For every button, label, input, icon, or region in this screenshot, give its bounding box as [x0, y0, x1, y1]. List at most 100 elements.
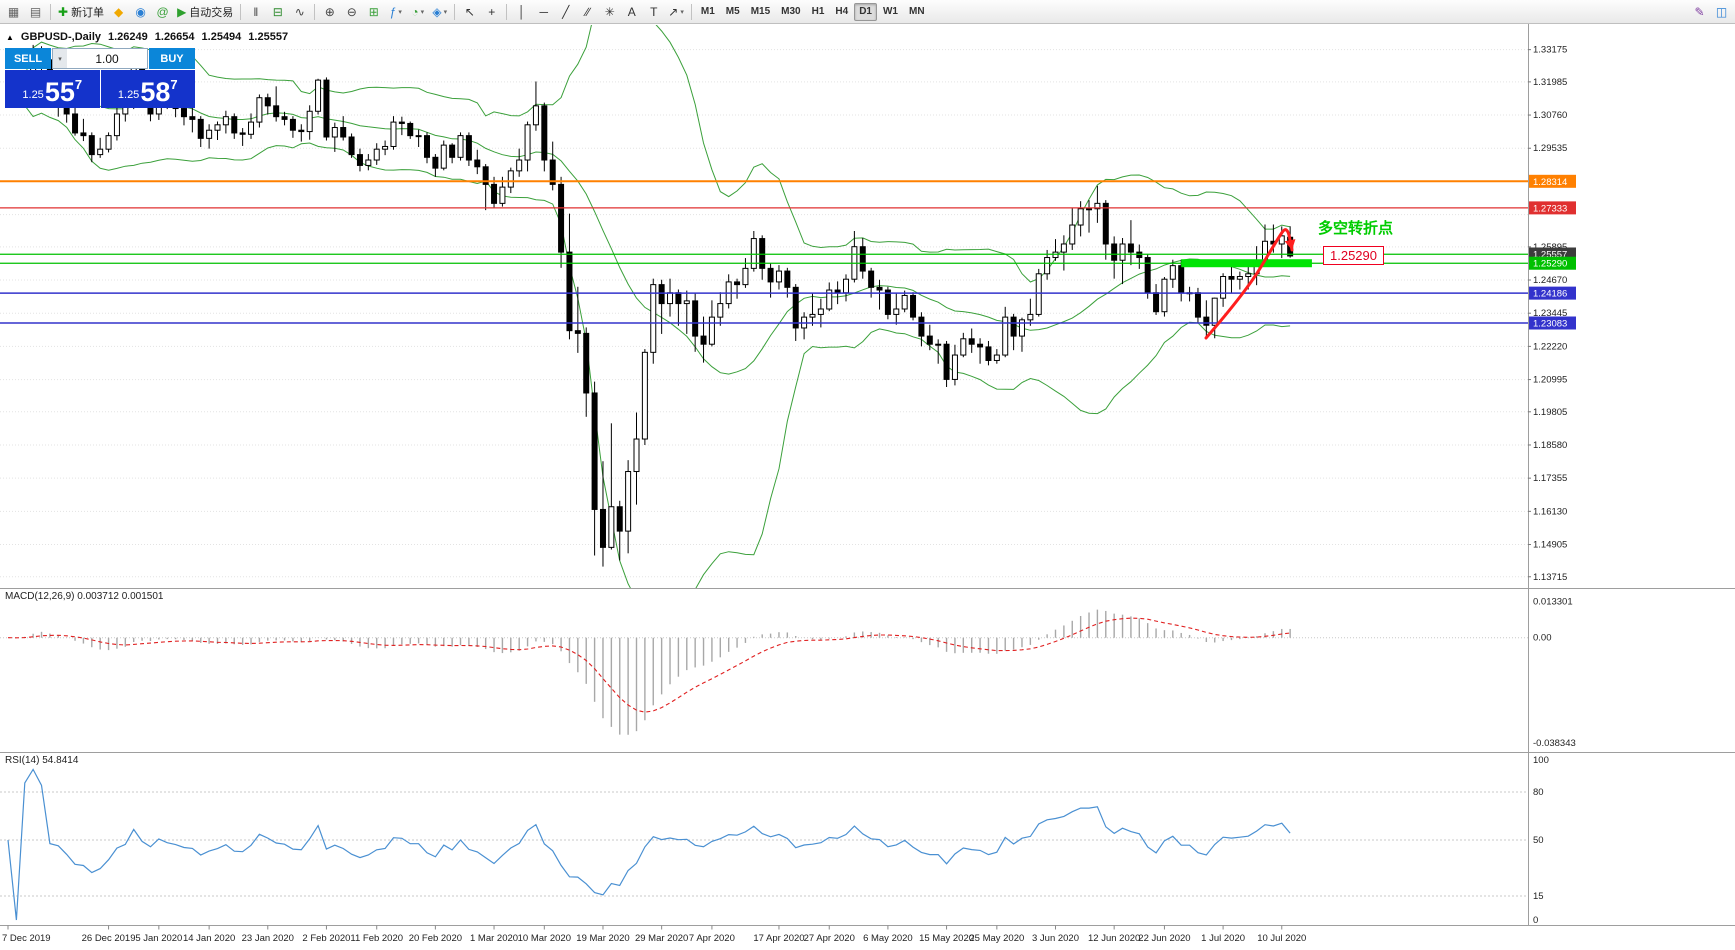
svg-text:1.17355: 1.17355 — [1533, 473, 1567, 484]
candlestick-chart-icon: ⊟ — [272, 4, 283, 19]
text-button[interactable]: A — [621, 2, 642, 22]
buy-button[interactable]: BUY — [149, 48, 195, 69]
svg-text:15: 15 — [1533, 891, 1544, 902]
bar-chart-icon: ‖ — [253, 4, 259, 19]
text-label-button[interactable]: T — [643, 2, 664, 22]
periods-icon: ◔ — [411, 4, 419, 19]
svg-text:17 Apr 2020: 17 Apr 2020 — [753, 933, 804, 944]
svg-text:19 Mar 2020: 19 Mar 2020 — [576, 933, 629, 944]
text-label-icon: T — [650, 4, 658, 19]
svg-text:1.14905: 1.14905 — [1533, 540, 1567, 551]
sell-price-big: 55 — [44, 77, 75, 107]
vertical-line-icon: │ — [518, 4, 526, 19]
chart-title: ▲ GBPUSD-,Daily 1.26249 1.26654 1.25494 … — [6, 31, 288, 43]
timeframe-d1-button[interactable]: D1 — [854, 2, 877, 21]
draw-button[interactable]: ✎ — [1689, 2, 1710, 22]
tile-windows-icon: ⊞ — [368, 4, 379, 19]
autotrading-button[interactable]: ▶ 自动交易 — [174, 2, 236, 22]
periods-button[interactable]: ◔ ▾ — [407, 2, 428, 22]
timeframe-m1-button[interactable]: M1 — [696, 3, 720, 21]
snapshot-icon: ◫ — [1715, 4, 1728, 19]
svg-text:0.013301: 0.013301 — [1533, 596, 1573, 607]
svg-text:3 Jun 2020: 3 Jun 2020 — [1032, 933, 1079, 944]
panel-separators[interactable] — [0, 588, 1735, 926]
fibonacci-button[interactable]: ✳ — [599, 2, 620, 22]
trendline-button[interactable]: ╱ — [555, 2, 576, 22]
arrows-button[interactable]: ↗ ▾ — [665, 2, 687, 22]
new-order-button[interactable]: ✚ 新订单 — [55, 2, 107, 22]
svg-text:0: 0 — [1533, 915, 1538, 926]
timeframe-m5-button[interactable]: M5 — [721, 3, 745, 21]
svg-text:1.20995: 1.20995 — [1533, 375, 1567, 386]
toolbar-separator — [314, 3, 316, 20]
timeframe-w1-button[interactable]: W1 — [878, 3, 903, 21]
rsi-indicator-label: RSI(14) 54.8414 — [5, 755, 79, 766]
svg-text:-0.038343: -0.038343 — [1533, 738, 1576, 749]
price-callout-label[interactable]: 1.25290 — [1323, 246, 1384, 265]
svg-text:1.30760: 1.30760 — [1533, 110, 1567, 121]
chevron-down-icon: ▾ — [398, 8, 402, 16]
svg-text:1.27333: 1.27333 — [1533, 203, 1567, 214]
zoom-out-button[interactable]: ⊖ — [341, 2, 362, 22]
vertical-line-button[interactable]: │ — [511, 2, 532, 22]
toolbar: ▦ ▤ ✚ 新订单 ◆ ◉ @ ▶ 自动交易 ‖ ⊟ ∿ ⊕ ⊖ ⊞ ƒ ▾ ◔ ▾ ◈ ▾ ↖ + │ ─ ╱ ∕∕ ✳ A T ↗ ▾ M1… — [0, 0, 1735, 24]
virtual-hosting-button[interactable]: ◉ — [130, 2, 151, 22]
svg-text:1.22220: 1.22220 — [1533, 341, 1567, 352]
indicators-button[interactable]: ƒ ▾ — [385, 2, 406, 22]
mql5-community-button[interactable]: ◆ — [108, 2, 129, 22]
svg-text:2 Feb 2020: 2 Feb 2020 — [302, 933, 350, 944]
buy-price[interactable]: 1.25 58 7 — [100, 70, 195, 108]
snapshot-button[interactable]: ◫ — [1711, 2, 1732, 22]
svg-text:27 Apr 2020: 27 Apr 2020 — [804, 933, 855, 944]
trend-arrow[interactable] — [1204, 228, 1296, 340]
sell-button[interactable]: SELL — [5, 48, 51, 69]
time-axis[interactable]: 7 Dec 2019 26 Dec 2019 5 Jan 2020 14 Jan 20… — [2, 925, 1306, 945]
bar-chart-button[interactable]: ‖ — [245, 2, 266, 22]
candlestick-chart-button[interactable]: ⊟ — [267, 2, 288, 22]
tile-windows-button[interactable]: ⊞ — [363, 2, 384, 22]
templates-button[interactable]: ◈ ▾ — [429, 2, 450, 22]
volume-input[interactable] — [67, 49, 147, 68]
svg-text:7 Apr 2020: 7 Apr 2020 — [689, 933, 735, 944]
svg-text:14 Jan 2020: 14 Jan 2020 — [183, 933, 235, 944]
macd-indicator-label: MACD(12,26,9) 0.003712 0.001501 — [5, 591, 164, 602]
line-chart-button[interactable]: ∿ — [289, 2, 310, 22]
zoom-in-button[interactable]: ⊕ — [319, 2, 340, 22]
market-news-button[interactable]: @ — [152, 2, 173, 22]
timeframe-h4-button[interactable]: H4 — [830, 3, 853, 21]
timeframe-m15-button[interactable]: M15 — [746, 3, 775, 21]
support-zone-rectangle[interactable] — [1181, 259, 1312, 268]
one-click-toggle-icon[interactable]: ▲ — [6, 32, 14, 42]
buy-price-sup: 7 — [170, 77, 178, 92]
horizontal-line-button[interactable]: ─ — [533, 2, 554, 22]
sell-price-sup: 7 — [74, 77, 83, 92]
macd-panel — [0, 609, 1528, 735]
fibonacci-icon: ✳ — [604, 4, 615, 19]
equidistant-channel-button[interactable]: ∕∕ — [577, 2, 598, 22]
price-axis[interactable]: 1.33175 1.31985 1.30760 1.29535 1.25895 1.246… — [1528, 24, 1576, 926]
toolbar-separator — [454, 3, 456, 20]
svg-text:22 Jun 2020: 22 Jun 2020 — [1138, 933, 1190, 944]
svg-text:1.19805: 1.19805 — [1533, 407, 1567, 418]
text-icon: A — [627, 4, 636, 19]
svg-text:1.25895: 1.25895 — [1533, 242, 1567, 253]
sell-price[interactable]: 1.25 55 7 — [5, 70, 100, 108]
volume-box: ▾ — [52, 48, 148, 69]
crosshair-icon: + — [488, 4, 496, 19]
crosshair-button[interactable]: + — [481, 2, 502, 22]
new-chart-button[interactable]: ▦ — [3, 2, 24, 22]
cursor-button[interactable]: ↖ — [459, 2, 480, 22]
svg-text:1.31985: 1.31985 — [1533, 77, 1567, 88]
sell-price-prefix: 1.25 — [22, 89, 44, 101]
volume-dropdown-button[interactable]: ▾ — [53, 49, 67, 68]
horizontal-lines[interactable] — [0, 180, 1528, 324]
timeframe-m30-button[interactable]: M30 — [776, 3, 805, 21]
timeframe-h1-button[interactable]: H1 — [807, 3, 830, 21]
timeframe-mn-button[interactable]: MN — [904, 3, 930, 21]
turning-point-annotation[interactable]: 多空转折点 — [1318, 220, 1394, 237]
new-order-label: 新订单 — [71, 6, 105, 19]
svg-text:23 Jan 2020: 23 Jan 2020 — [242, 933, 294, 944]
svg-text:12 Jun 2020: 12 Jun 2020 — [1088, 933, 1140, 944]
profiles-button[interactable]: ▤ — [25, 2, 46, 22]
